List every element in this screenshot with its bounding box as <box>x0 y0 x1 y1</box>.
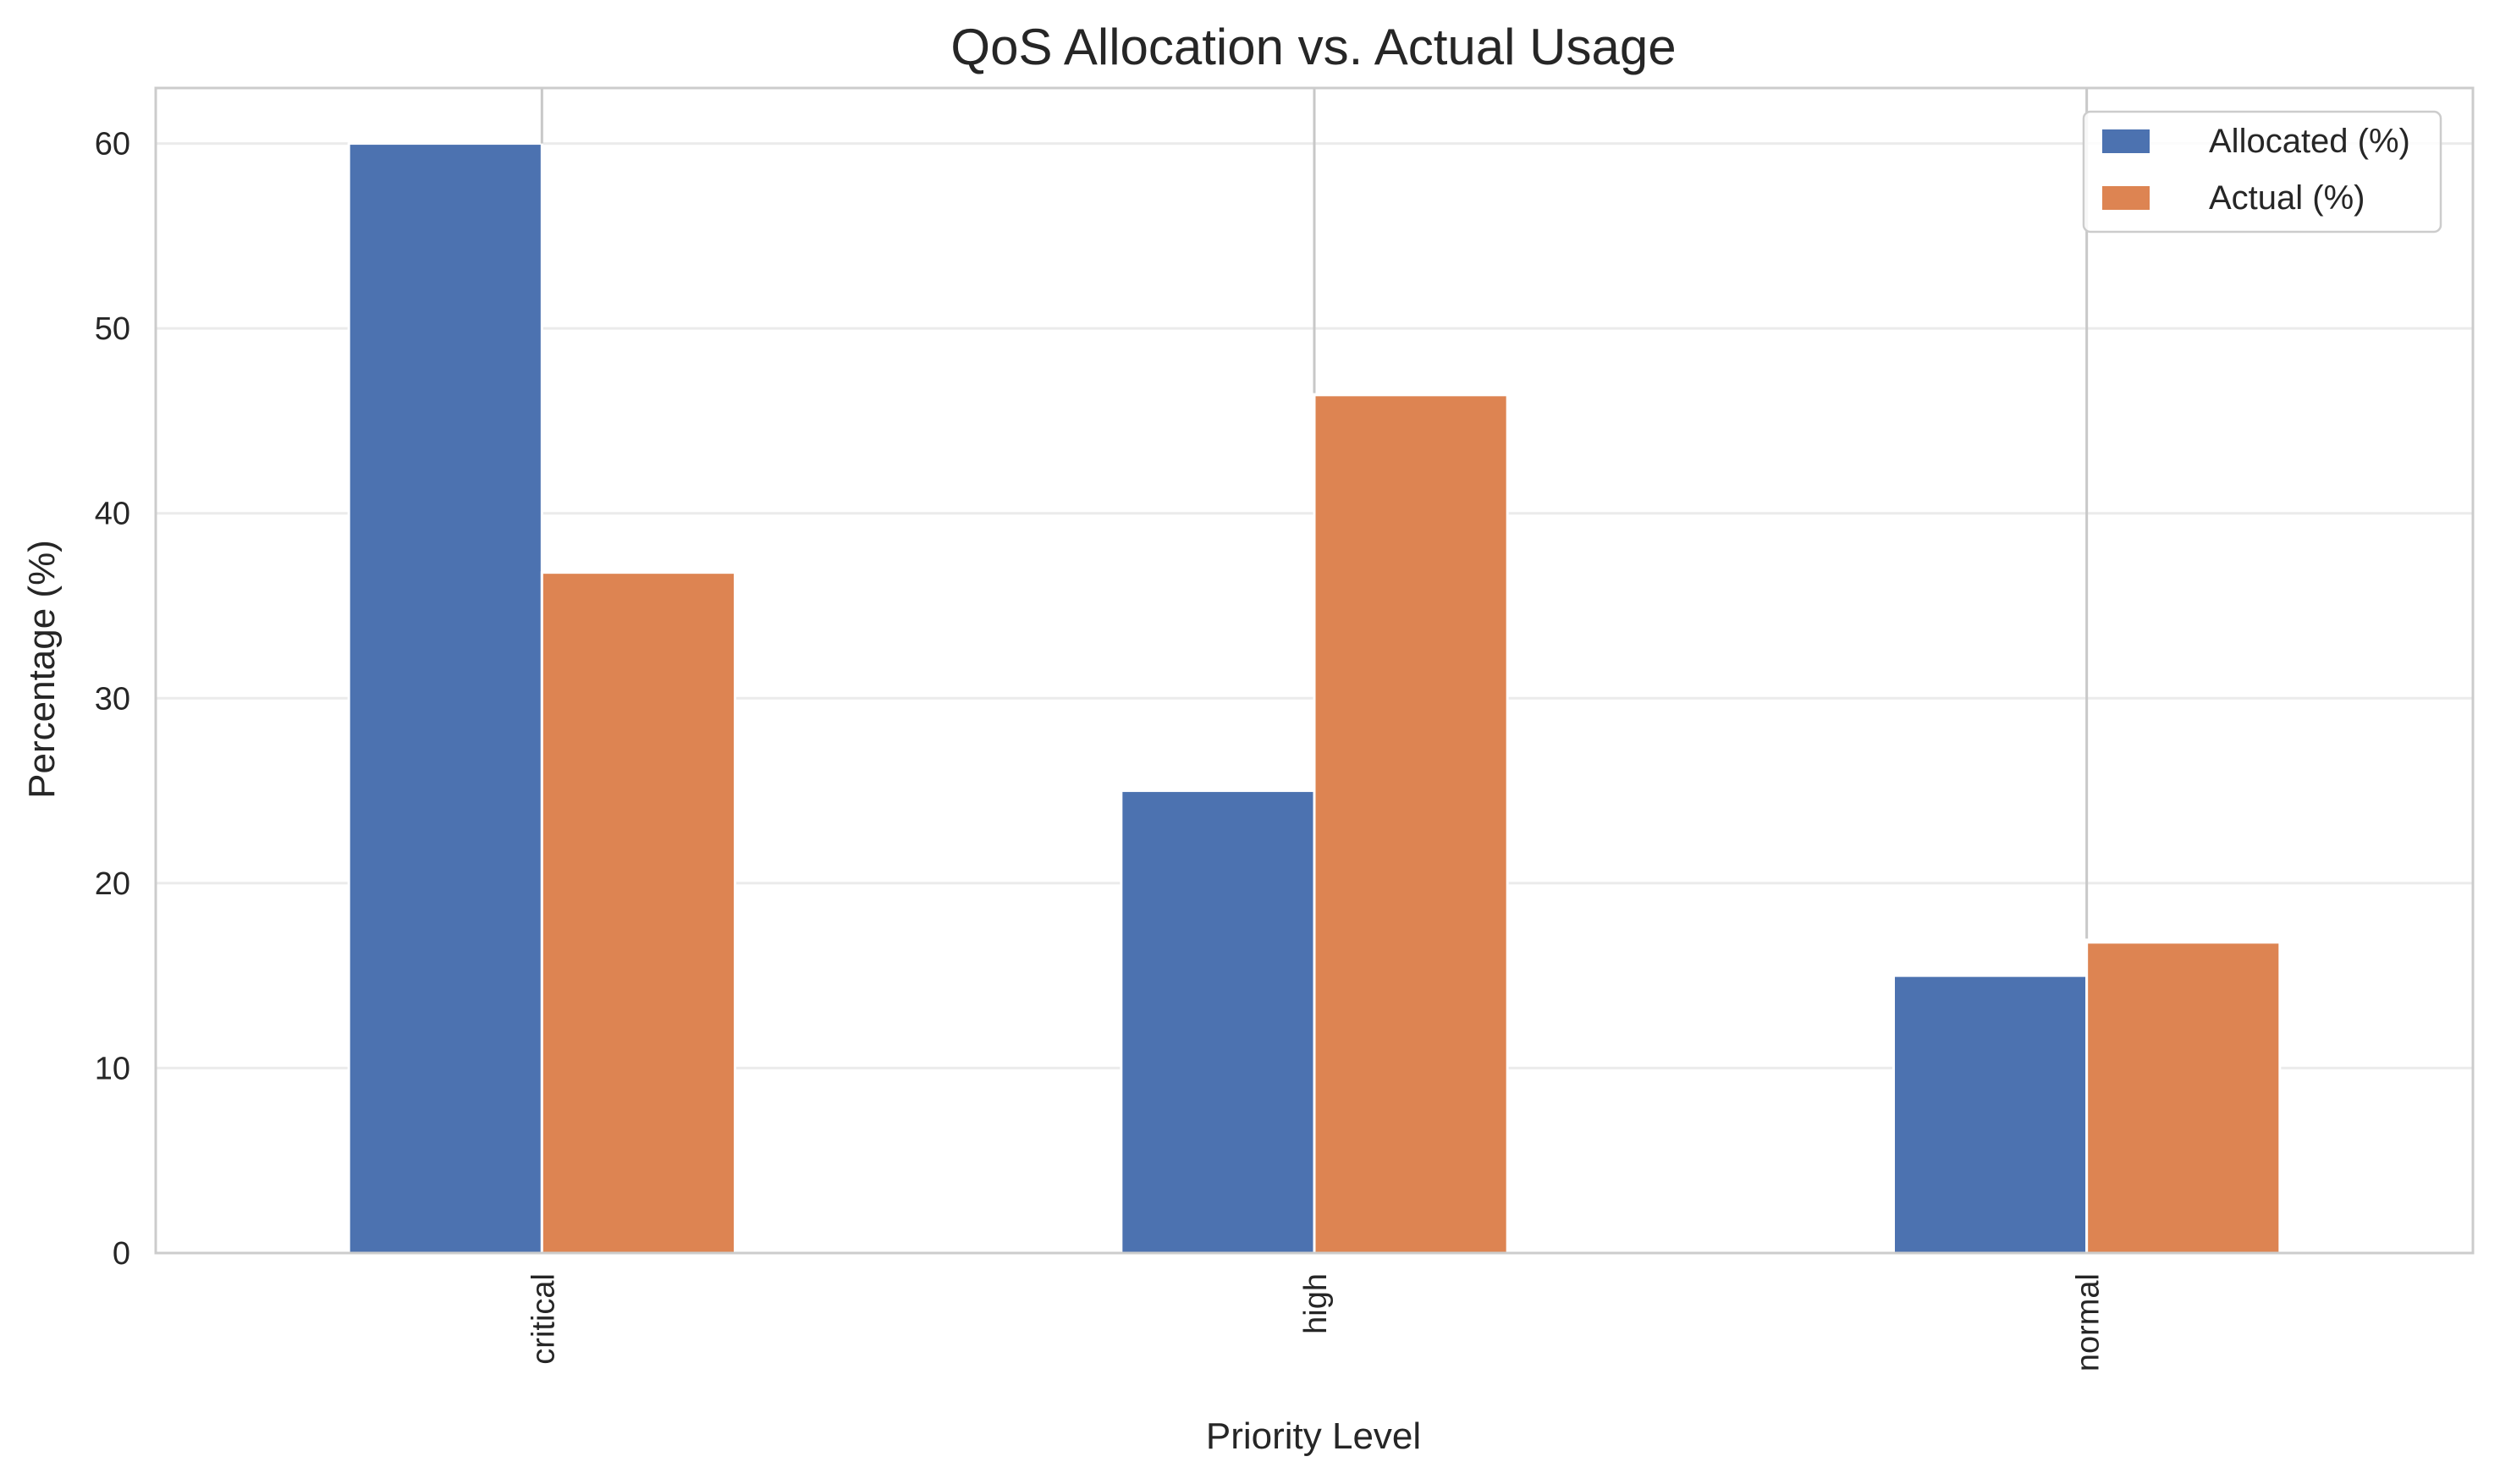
y-tick-label: 40 <box>95 497 130 532</box>
legend: Allocated (%) Actual (%) <box>2082 110 2442 234</box>
y-tick-label: 0 <box>113 1236 130 1272</box>
chart-title: QoS Allocation vs. Actual Usage <box>950 19 1676 75</box>
y-tick-label: 30 <box>95 681 130 717</box>
legend-swatch-allocated <box>2102 129 2150 153</box>
x-tick-label-critical: critical <box>526 1273 561 1365</box>
y-tick-label: 10 <box>95 1051 130 1086</box>
legend-label-actual: Actual (%) <box>2209 179 2365 217</box>
y-tick-label: 50 <box>95 311 130 347</box>
bar-actual-normal <box>2085 941 2282 1255</box>
bar-allocated-high <box>1120 789 1316 1255</box>
plot-frame <box>154 86 2475 1255</box>
bar-allocated-critical <box>347 142 543 1255</box>
x-axis-label: Priority Level <box>1206 1415 1421 1457</box>
legend-box <box>2082 110 2442 234</box>
x-tick-labels: critical high normal <box>526 1273 2106 1371</box>
bar-allocated-normal <box>1892 974 2089 1255</box>
y-tick-labels: 0 10 20 30 40 50 60 <box>95 127 130 1272</box>
y-tick-label: 60 <box>95 127 130 162</box>
x-tick-label-high: high <box>1298 1273 1334 1334</box>
y-axis-label: Percentage (%) <box>21 540 63 799</box>
bars <box>347 142 2282 1255</box>
bar-actual-high <box>1313 393 1509 1255</box>
x-tick-label-normal: normal <box>2071 1273 2106 1371</box>
legend-swatch-actual <box>2102 186 2150 210</box>
legend-label-allocated: Allocated (%) <box>2209 123 2410 160</box>
bar-actual-critical <box>540 571 736 1255</box>
y-tick-label: 20 <box>95 866 130 902</box>
